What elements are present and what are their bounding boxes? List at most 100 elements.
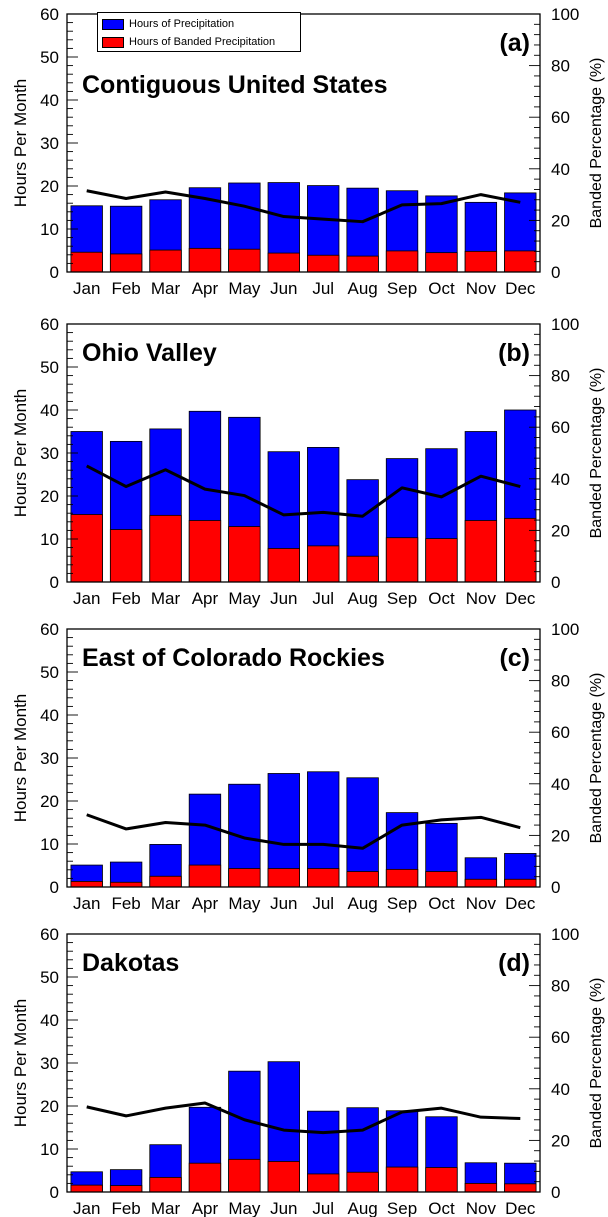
left-tick-label: 0: [50, 263, 59, 282]
right-tick-label: 0: [551, 878, 560, 897]
bar-banded-mar: [149, 1176, 182, 1193]
left-tick-label: 50: [40, 358, 59, 377]
bar-banded-dec: [504, 878, 537, 888]
x-tick-label: Aug: [348, 279, 378, 298]
x-tick-label: Nov: [466, 1199, 497, 1217]
bar-banded-jan: [70, 1184, 103, 1193]
panel-a: 0 10 20 30 40 50 60 0 20 40 60 80 100 Jan Feb Mar Apr May…: [11, 5, 605, 298]
x-tick-label: Oct: [428, 894, 455, 913]
bar-banded-oct: [425, 538, 458, 583]
bar-banded-jun: [267, 1161, 300, 1193]
x-tick-label: Dec: [505, 589, 536, 608]
bar-banded-sep: [385, 1166, 419, 1193]
right-tick-label: 40: [551, 470, 570, 489]
bar-banded-aug: [346, 1171, 379, 1193]
x-tick-label: Dec: [505, 894, 536, 913]
left-tick-label: 0: [50, 573, 59, 592]
x-tick-label: Jan: [73, 1199, 100, 1217]
bar-banded-aug: [346, 871, 379, 888]
right-tick-label: 20: [551, 211, 570, 230]
y-axis-label: Hours Per Month: [11, 999, 30, 1128]
bar-banded-aug: [346, 555, 379, 583]
x-tick-label: Apr: [192, 279, 219, 298]
panel-label: (c): [499, 644, 530, 672]
panel-d: 0 10 20 30 40 50 60 0 20 40 60 80 100 Jan Feb Mar Apr May…: [11, 925, 605, 1217]
bar-banded-nov: [464, 520, 498, 583]
x-tick-label: Sep: [387, 894, 417, 913]
panel-label: (b): [498, 339, 530, 367]
bar-banded-jun: [267, 252, 300, 273]
bar-banded-dec: [504, 1183, 537, 1193]
bar-banded-mar: [149, 249, 182, 273]
bar-banded-apr: [188, 1162, 222, 1193]
region-title: Dakotas: [82, 949, 179, 977]
right-tick-label: 100: [551, 925, 579, 944]
panel-label: (a): [499, 29, 530, 57]
bar-banded-jun: [267, 868, 300, 888]
bar-banded-may: [228, 868, 261, 888]
bar-banded-aug: [346, 255, 379, 273]
x-tick-label: Feb: [111, 279, 140, 298]
x-tick-label: Dec: [505, 1199, 536, 1217]
x-tick-label: Aug: [348, 589, 378, 608]
right-tick-label: 100: [551, 315, 579, 334]
region-title: East of Colorado Rockies: [82, 644, 385, 672]
left-tick-label: 10: [40, 530, 59, 549]
x-tick-label: Sep: [387, 279, 417, 298]
right-tick-label: 80: [551, 57, 570, 76]
x-tick-label: Sep: [387, 1199, 417, 1217]
left-tick-label: 20: [40, 792, 59, 811]
banded-percentage-line: [86, 189, 521, 224]
bar-banded-jul: [307, 254, 340, 273]
left-tick-label: 60: [40, 925, 59, 944]
bar-precipitation-aug: [346, 777, 379, 888]
bar-banded-apr: [188, 520, 222, 583]
bar-banded-feb: [109, 1185, 143, 1193]
left-tick-label: 50: [40, 663, 59, 682]
bar-precipitation-jun: [267, 773, 300, 888]
bar-banded-mar: [149, 514, 182, 583]
x-tick-label: Jun: [270, 894, 297, 913]
y2-axis-label: Banded Percentage (%): [588, 58, 605, 229]
x-tick-label: Jul: [312, 589, 334, 608]
legend-swatch-banded: [102, 36, 124, 48]
left-tick-label: 60: [40, 5, 59, 24]
right-tick-label: 60: [551, 418, 570, 437]
bar-banded-sep: [385, 537, 419, 583]
x-tick-label: Feb: [111, 894, 140, 913]
x-tick-label: Apr: [192, 894, 219, 913]
bar-banded-nov: [464, 1183, 498, 1193]
bar-banded-sep: [385, 868, 419, 888]
legend-label-precipitation: Hours of Precipitation: [129, 18, 235, 30]
x-tick-label: Jan: [73, 894, 100, 913]
right-tick-label: 80: [551, 977, 570, 996]
legend-label-banded: Hours of Banded Precipitation: [129, 36, 276, 48]
region-title: Ohio Valley: [82, 339, 217, 367]
left-tick-label: 0: [50, 878, 59, 897]
x-tick-label: May: [228, 1199, 261, 1217]
panel-b: 0 10 20 30 40 50 60 0 20 40 60 80 100 Jan Feb Mar Apr May…: [11, 315, 605, 608]
bar-banded-jul: [307, 868, 340, 888]
left-tick-label: 10: [40, 1140, 59, 1159]
right-tick-label: 60: [551, 1028, 570, 1047]
right-tick-label: 20: [551, 1131, 570, 1150]
y2-axis-label: Banded Percentage (%): [588, 368, 605, 539]
y2-axis-label: Banded Percentage (%): [588, 673, 605, 844]
bar-banded-apr: [188, 247, 222, 273]
right-tick-label: 0: [551, 1183, 560, 1202]
right-tick-label: 80: [551, 367, 570, 386]
left-tick-label: 20: [40, 487, 59, 506]
bar-banded-jan: [70, 514, 103, 583]
x-tick-label: Apr: [192, 1199, 219, 1217]
x-tick-label: Mar: [151, 894, 181, 913]
left-tick-label: 60: [40, 620, 59, 639]
x-tick-label: May: [228, 894, 261, 913]
x-tick-label: May: [228, 279, 261, 298]
region-title: Contiguous United States: [82, 71, 388, 99]
left-tick-label: 40: [40, 706, 59, 725]
left-tick-label: 30: [40, 134, 59, 153]
left-tick-label: 30: [40, 1054, 59, 1073]
x-tick-label: Feb: [111, 1199, 140, 1217]
x-tick-label: Jun: [270, 279, 297, 298]
x-tick-label: Oct: [428, 1199, 455, 1217]
